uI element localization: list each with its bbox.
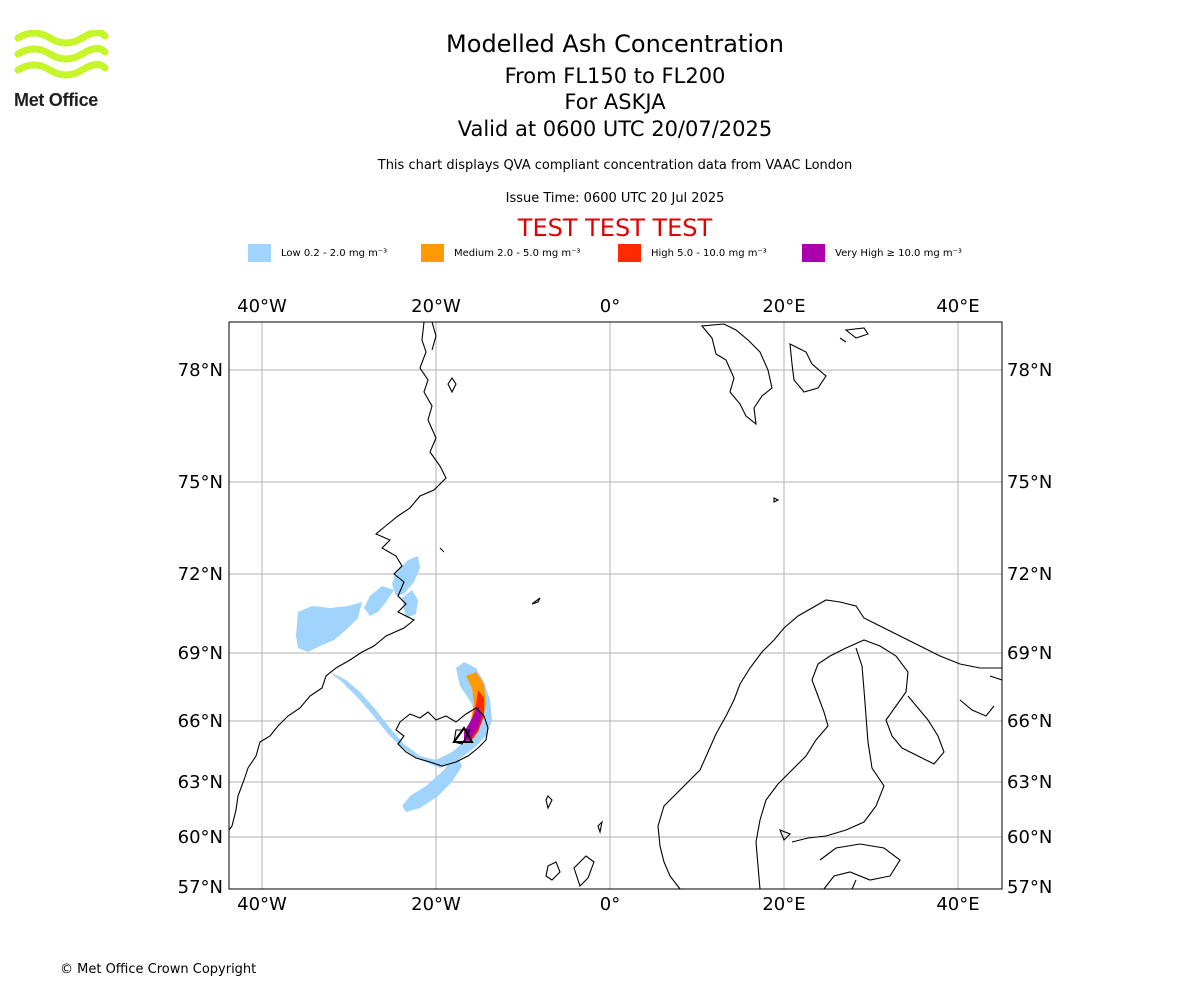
legend-item-very-high: Very High ≥ 10.0 mg m⁻³ bbox=[802, 244, 962, 262]
lon-tick-bottom: 40°E bbox=[936, 894, 979, 915]
valid-time: Valid at 0600 UTC 20/07/2025 bbox=[457, 117, 773, 141]
test-banner: TEST TEST TEST bbox=[517, 214, 713, 242]
copyright-notice: © Met Office Crown Copyright bbox=[60, 962, 257, 977]
coastlines bbox=[228, 321, 1003, 890]
lon-tick-bottom: 20°E bbox=[762, 894, 805, 915]
volcano-triangle-icon bbox=[452, 726, 474, 743]
logo-text: Met Office bbox=[14, 90, 99, 110]
legend-swatch-medium bbox=[421, 244, 444, 262]
flight-level-range: From FL150 to FL200 bbox=[504, 64, 726, 88]
lat-tick-right: 60°N bbox=[1007, 827, 1052, 848]
lat-tick-right: 66°N bbox=[1007, 711, 1052, 732]
issue-time: Issue Time: 0600 UTC 20 Jul 2025 bbox=[505, 191, 725, 206]
chart-title: Modelled Ash Concentration bbox=[446, 30, 784, 58]
legend-label-very-high: Very High ≥ 10.0 mg m⁻³ bbox=[835, 247, 962, 259]
lat-tick-left: 57°N bbox=[178, 877, 223, 898]
lat-tick-left: 63°N bbox=[178, 772, 223, 793]
lat-tick-right: 75°N bbox=[1007, 472, 1052, 493]
lon-tick-bottom: 40°W bbox=[237, 894, 287, 915]
lat-tick-left: 75°N bbox=[178, 472, 223, 493]
ash-low-area bbox=[296, 556, 492, 812]
lat-ticks-left: 78°N 75°N 72°N 69°N 66°N 63°N 60°N 57°N bbox=[178, 360, 223, 898]
lon-ticks-bottom: 40°W 20°W 0° 20°E 40°E bbox=[237, 894, 979, 915]
met-office-logo: Met Office bbox=[14, 29, 109, 112]
met-office-wave-icon bbox=[14, 29, 109, 79]
lon-tick-top: 40°W bbox=[237, 296, 287, 317]
map-frame bbox=[228, 321, 1003, 890]
lon-tick-top: 20°E bbox=[762, 296, 805, 317]
lat-tick-right: 78°N bbox=[1007, 360, 1052, 381]
lat-tick-right: 72°N bbox=[1007, 564, 1052, 585]
lon-ticks-top: 40°W 20°W 0° 20°E 40°E bbox=[237, 296, 979, 317]
legend-item-high: High 5.0 - 10.0 mg m⁻³ bbox=[618, 244, 767, 262]
legend-label-medium: Medium 2.0 - 5.0 mg m⁻³ bbox=[454, 247, 581, 259]
legend-swatch-very-high bbox=[802, 244, 825, 262]
lat-tick-left: 66°N bbox=[178, 711, 223, 732]
legend-item-low: Low 0.2 - 2.0 mg m⁻³ bbox=[248, 244, 387, 262]
lat-tick-left: 60°N bbox=[178, 827, 223, 848]
lon-tick-bottom: 0° bbox=[600, 894, 620, 915]
lat-tick-right: 63°N bbox=[1007, 772, 1052, 793]
lat-tick-left: 69°N bbox=[178, 643, 223, 664]
legend-item-medium: Medium 2.0 - 5.0 mg m⁻³ bbox=[421, 244, 580, 262]
lat-tick-left: 78°N bbox=[178, 360, 223, 381]
legend-swatch-high bbox=[618, 244, 641, 262]
lat-tick-right: 69°N bbox=[1007, 643, 1052, 664]
volcano-name: For ASKJA bbox=[564, 90, 666, 114]
lon-tick-top: 20°W bbox=[411, 296, 461, 317]
lat-ticks-right: 78°N 75°N 72°N 69°N 66°N 63°N 60°N 57°N bbox=[1007, 360, 1052, 898]
lat-tick-left: 72°N bbox=[178, 564, 223, 585]
legend-label-high: High 5.0 - 10.0 mg m⁻³ bbox=[651, 247, 767, 259]
lon-tick-top: 40°E bbox=[936, 296, 979, 317]
lon-tick-bottom: 20°W bbox=[411, 894, 461, 915]
legend-label-low: Low 0.2 - 2.0 mg m⁻³ bbox=[281, 247, 388, 259]
legend-swatch-low bbox=[248, 244, 271, 262]
chart-description: This chart displays QVA compliant concen… bbox=[377, 158, 853, 173]
concentration-legend: Low 0.2 - 2.0 mg m⁻³ Medium 2.0 - 5.0 mg… bbox=[0, 244, 1200, 264]
map-gridlines bbox=[229, 322, 1002, 889]
lon-tick-top: 0° bbox=[600, 296, 620, 317]
lat-tick-right: 57°N bbox=[1007, 877, 1052, 898]
